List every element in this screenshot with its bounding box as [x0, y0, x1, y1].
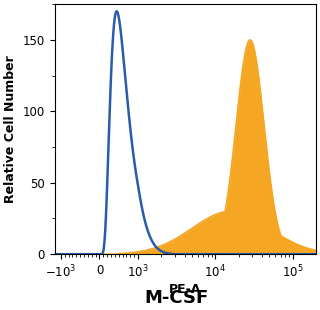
Text: M-CSF: M-CSF: [144, 289, 208, 307]
Y-axis label: Relative Cell Number: Relative Cell Number: [4, 55, 17, 203]
X-axis label: PE-A: PE-A: [169, 283, 202, 296]
